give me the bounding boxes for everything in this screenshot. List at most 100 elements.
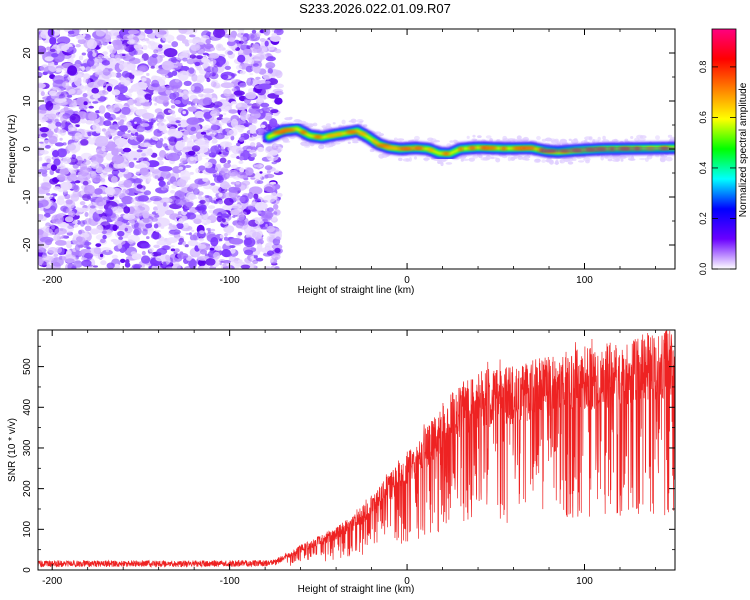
ridge-halo-speckle — [645, 157, 649, 162]
noise-speckle — [133, 157, 137, 161]
noise-speckle — [86, 131, 95, 135]
noise-speckle — [229, 245, 236, 249]
noise-speckle — [38, 186, 50, 195]
noise-speckle — [189, 156, 195, 162]
noise-speckle — [239, 196, 246, 202]
noise-speckle — [87, 193, 93, 196]
spectrogram-x-label: Height of straight line (km) — [298, 285, 415, 296]
noise-speckle — [144, 29, 153, 35]
spectrogram-y-ticks: -20 -10 0 10 20 — [22, 28, 675, 270]
noise-speckle — [52, 150, 60, 158]
noise-speckle — [95, 71, 100, 75]
noise-speckle — [151, 75, 158, 80]
noise-speckle — [153, 49, 159, 54]
ridge-halo-speckle — [449, 140, 454, 143]
noise-speckle — [99, 116, 105, 122]
noise-speckle — [99, 253, 104, 258]
ridge-halo-speckle — [472, 138, 478, 141]
noise-speckle — [253, 58, 261, 62]
noise-speckle — [239, 261, 246, 265]
noise-speckle — [79, 220, 85, 227]
noise-speckle — [256, 227, 262, 231]
noise-speckle — [196, 55, 203, 60]
noise-speckle — [107, 113, 116, 121]
ridge-halo-speckle — [369, 148, 375, 153]
noise-speckle — [153, 223, 159, 229]
noise-speckle — [205, 157, 210, 160]
noise-speckle — [219, 181, 230, 189]
noise-speckle — [117, 60, 124, 65]
noise-speckle — [38, 45, 47, 55]
noise-speckle — [156, 239, 168, 246]
noise-speckle — [240, 264, 251, 269]
y-tick-label: 500 — [22, 358, 33, 375]
noise-speckle — [128, 88, 134, 93]
noise-speckle — [82, 73, 91, 80]
noise-speckle — [82, 93, 88, 98]
noise-speckle — [102, 89, 106, 94]
noise-speckle — [111, 89, 121, 96]
noise-speckle — [184, 165, 192, 168]
noise-speckle — [74, 244, 80, 252]
noise-speckle — [78, 236, 86, 245]
noise-speckle — [155, 138, 159, 141]
noise-speckle — [81, 259, 92, 267]
noise-speckle — [96, 224, 104, 233]
noise-speckle — [87, 81, 101, 89]
ridge-halo-speckle — [359, 120, 364, 123]
noise-speckle — [213, 200, 218, 205]
noise-speckle — [151, 53, 158, 58]
noise-speckle — [64, 101, 68, 105]
noise-speckle — [148, 253, 154, 257]
noise-speckle — [253, 63, 259, 67]
noise-speckle — [189, 34, 196, 38]
noise-speckle — [80, 233, 90, 238]
noise-speckle — [80, 152, 93, 160]
noise-speckle — [151, 83, 160, 88]
noise-speckle — [205, 258, 216, 266]
ridge-halo-speckle — [485, 135, 492, 139]
noise-speckle — [70, 194, 80, 202]
noise-speckle — [165, 254, 171, 261]
noise-speckle — [184, 244, 189, 248]
noise-speckle — [63, 254, 77, 264]
noise-speckle — [191, 229, 195, 232]
noise-speckle — [189, 232, 192, 236]
noise-speckle — [201, 209, 207, 215]
noise-speckle — [213, 104, 220, 109]
noise-speckle — [46, 264, 52, 269]
noise-speckle — [111, 254, 118, 259]
noise-speckle — [38, 83, 46, 89]
noise-speckle — [198, 165, 206, 171]
noise-speckle — [103, 151, 107, 156]
ridge-hotspot — [271, 130, 287, 134]
noise-speckle — [59, 168, 70, 175]
noise-speckle — [67, 30, 75, 35]
ridge-halo-speckle — [600, 155, 604, 161]
noise-speckle — [120, 84, 125, 89]
noise-speckle — [231, 88, 237, 92]
noise-speckle — [132, 263, 142, 269]
noise-speckle — [156, 111, 165, 120]
noise-speckle — [227, 145, 233, 152]
y-tick-label: 10 — [22, 95, 33, 107]
noise-speckle — [69, 47, 76, 50]
noise-speckle — [238, 160, 244, 164]
noise-speckle — [227, 169, 239, 177]
noise-speckle — [201, 88, 214, 94]
noise-speckle — [191, 145, 201, 152]
noise-speckle — [220, 117, 232, 124]
noise-speckle — [232, 215, 236, 218]
noise-speckle — [140, 218, 153, 224]
noise-speckle — [76, 96, 89, 107]
noise-speckle — [210, 47, 215, 51]
noise-speckle — [252, 133, 258, 137]
noise-speckle — [121, 70, 130, 78]
noise-speckle — [246, 148, 252, 151]
ridge-halo-speckle — [363, 124, 368, 128]
noise-speckle — [235, 65, 242, 70]
ridge-halo-speckle — [462, 158, 470, 161]
noise-speckle — [179, 158, 188, 164]
y-tick-label: -20 — [22, 237, 33, 252]
noise-speckle — [210, 182, 216, 186]
